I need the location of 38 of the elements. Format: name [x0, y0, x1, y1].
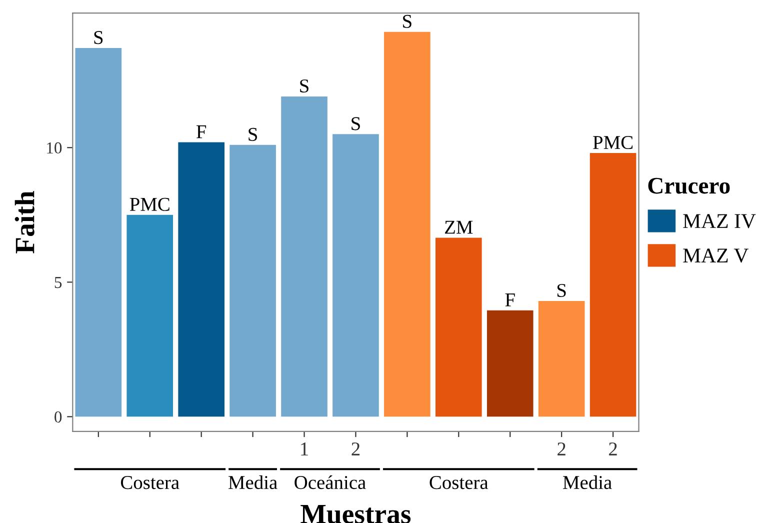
data-label: S — [94, 31, 103, 44]
text: Costera — [430, 476, 488, 490]
text: Oceánica — [294, 475, 366, 490]
data-label: ZM — [445, 220, 473, 234]
y-axis-title: Faith — [14, 191, 34, 254]
legend-title: Crucero — [648, 178, 730, 194]
data-label: PMC — [593, 136, 633, 150]
legend-label: MAZ IV — [683, 214, 756, 228]
bar — [178, 142, 224, 417]
data-label: S — [300, 79, 308, 93]
bar — [230, 144, 276, 417]
data-label: S — [403, 14, 412, 28]
data-label: PMC — [130, 198, 170, 211]
text: Media — [563, 475, 612, 490]
legend-label: MAZ V — [683, 248, 748, 263]
data-label: S — [248, 128, 257, 141]
bar — [486, 310, 534, 417]
bar — [75, 48, 122, 417]
bar — [332, 134, 379, 417]
text: Costera — [120, 476, 180, 490]
data-label: F — [505, 294, 515, 306]
bar — [384, 32, 430, 417]
x-tick-label: 2 — [609, 442, 617, 456]
bar — [538, 300, 585, 417]
y-tick-label: 5 — [54, 277, 62, 288]
bar — [281, 96, 328, 417]
x-tick-label: 1 — [301, 442, 308, 456]
y-tick-label: 10 — [47, 142, 62, 154]
bar — [590, 152, 636, 417]
bar — [126, 214, 174, 417]
data-label: F — [196, 125, 206, 138]
x-tick-label: 2 — [558, 442, 566, 456]
y-tick-label: 0 — [54, 411, 62, 423]
data-label: S — [557, 284, 566, 298]
x-tick-label: 2 — [352, 442, 360, 456]
bar — [435, 238, 482, 417]
data-label: S — [352, 117, 360, 130]
text: Media — [228, 475, 278, 490]
